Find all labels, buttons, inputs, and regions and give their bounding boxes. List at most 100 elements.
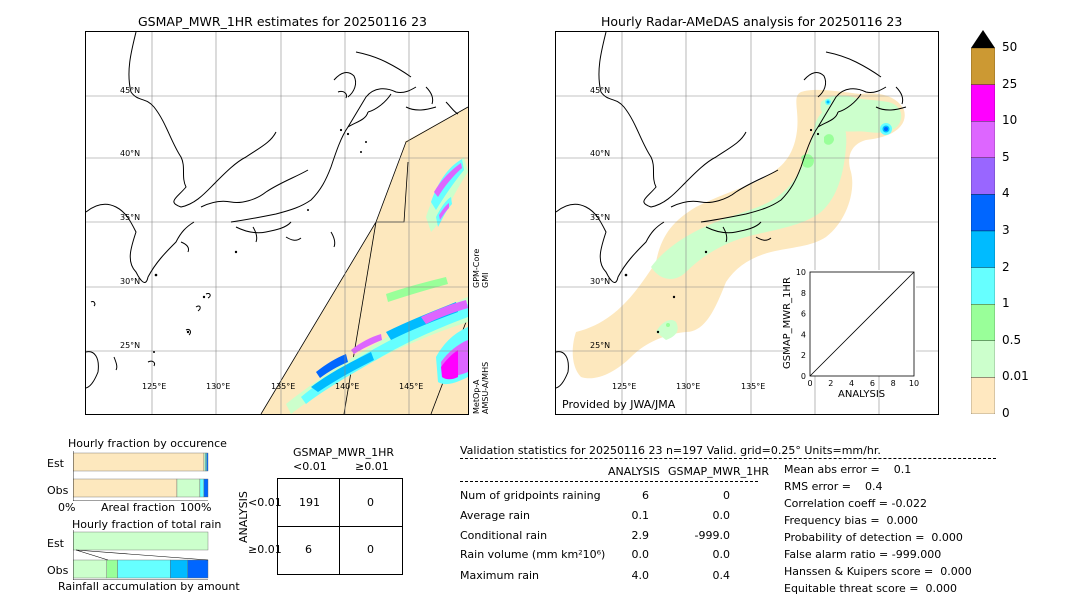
total-rain-chart	[73, 530, 209, 580]
total-rain-connector	[75, 549, 109, 561]
right-lon-label: 135°E	[741, 382, 766, 391]
left-lat-label: 25°N	[120, 341, 141, 350]
contingency-col-header: <0.01	[293, 460, 327, 473]
total-rain-bar	[73, 559, 107, 579]
colorbar-segment	[970, 230, 996, 268]
occurrence-axis-left: 0%	[58, 501, 76, 514]
left-map-title: GSMAP_MWR_1HR estimates for 20250116 23	[138, 14, 427, 29]
validation-col-gsmap: GSMAP_MWR_1HR	[668, 465, 770, 478]
inset-xlabel: ANALYSIS	[838, 389, 886, 400]
colorbar-segment	[970, 47, 996, 85]
total-rain-title: Hourly fraction of total rain	[72, 518, 222, 531]
inset-y-tick: 8	[801, 289, 806, 298]
inset-x-tick: 10	[909, 379, 919, 388]
inset-x-tick: 6	[870, 379, 875, 388]
right-lat-label: 35°N	[590, 213, 611, 222]
validation-row-analysis: 4.0	[631, 569, 650, 582]
right-lat-label: 40°N	[590, 149, 611, 158]
left-map: 45°N 40°N 35°N 30°N 25°N 125°E 130°E 135…	[85, 31, 469, 415]
colorbar-label: 3	[1002, 223, 1010, 237]
inset-diagonal-line	[809, 271, 915, 377]
colorbar-label: 1	[1002, 296, 1010, 311]
contingency-row-header: <0.01	[248, 496, 282, 509]
inset-x-tick: 0	[807, 379, 812, 388]
score-line: Correlation coeff = -0.022	[784, 497, 927, 510]
score-line: False alarm ratio = -999.000	[784, 548, 942, 561]
occurrence-chart	[73, 451, 209, 501]
right-lon-label: 125°E	[612, 382, 637, 391]
inset-y-tick: 2	[801, 351, 806, 360]
validation-row-gsmap: -999.0	[694, 529, 730, 542]
total-rain-bar	[169, 559, 188, 579]
validation-row-gsmap: 0.4	[712, 569, 731, 582]
total-rain-bar	[117, 559, 171, 579]
left-lon-label: 145°E	[399, 382, 424, 391]
contingency-cell: 6	[305, 543, 312, 556]
score-line: RMS error = 0.4	[784, 480, 883, 493]
score-line: Hanssen & Kuipers score = 0.000	[784, 565, 972, 578]
contingency-title: GSMAP_MWR_1HR	[293, 446, 395, 459]
inset-y-tick: 6	[801, 310, 806, 319]
occurrence-bar	[73, 478, 178, 498]
colorbar-segment	[970, 194, 996, 232]
occurrence-row-obs: Obs	[47, 484, 69, 497]
right-lat-label: 30°N	[590, 277, 611, 286]
validation-row-gsmap: 0.0	[712, 509, 731, 522]
inset-x-tick: 8	[891, 379, 896, 388]
colorbar-label: 0.5	[1002, 332, 1022, 347]
left-lat-label: 40°N	[120, 149, 141, 158]
colorbar-segment	[970, 157, 996, 195]
left-lon-label: 130°E	[206, 382, 231, 391]
right-lat-label: 25°N	[590, 341, 611, 350]
total-rain-bar	[106, 559, 118, 579]
inset-scatter: 00 2 2 4 4 6 6 8 8 10 10	[796, 268, 919, 388]
right-map-canvas	[556, 32, 938, 414]
inset-x-tick: 2	[828, 379, 833, 388]
colorbar-label: 5	[1002, 149, 1010, 164]
colorbar	[970, 30, 996, 415]
inset-y-tick: 4	[801, 330, 806, 339]
occurrence-row-est: Est	[47, 457, 64, 470]
validation-row-analysis: 0.1	[631, 509, 650, 522]
total-rain-connector	[75, 549, 209, 561]
validation-header-rule	[460, 458, 996, 459]
colorbar-canvas	[970, 30, 996, 415]
score-line: Probability of detection = 0.000	[784, 531, 963, 544]
colorbar-label: 50	[1002, 40, 1018, 54]
colorbar-label: 2	[1002, 259, 1010, 274]
contingency-row-header: ≥0.01	[248, 543, 282, 556]
total-rain-footer: Rainfall accumulation by amount	[58, 580, 240, 593]
total-rain-row-est: Est	[47, 537, 64, 550]
right-map: 45°N 40°N 35°N 30°N 25°N 125°E 130°E 135…	[555, 31, 939, 415]
colorbar-label: 0.01	[1002, 369, 1029, 384]
validation-header: Validation statistics for 20250116 23 n=…	[460, 444, 881, 457]
right-lon-label: 130°E	[676, 382, 701, 391]
sensor-label-metop: MetOp-A AMSU-A/MHS	[472, 361, 490, 414]
validation-row-label: Average rain	[460, 509, 530, 522]
inset-x-tick: 4	[849, 379, 854, 388]
score-line: Frequency bias = 0.000	[784, 514, 919, 527]
occurrence-axis-mid: Areal fraction	[101, 501, 176, 514]
colorbar-label: 4	[1002, 186, 1010, 201]
validation-row-analysis: 2.9	[631, 529, 650, 542]
occurrence-bar	[176, 478, 201, 498]
left-lat-label: 30°N	[120, 277, 141, 286]
occurrence-axis-right: 100%	[180, 501, 212, 514]
colorbar-label: 0	[1002, 406, 1010, 420]
score-line: Equitable threat score = 0.000	[784, 582, 957, 595]
colorbar-segment	[970, 377, 996, 415]
inset-ylabel: GSMAP_MWR_1HR	[782, 277, 793, 369]
left-lat-label: 35°N	[120, 213, 141, 222]
colorbar-segment	[970, 267, 996, 305]
left-lat-label: 45°N	[120, 86, 141, 95]
contingency-cell: 191	[299, 496, 320, 509]
left-map-canvas	[86, 32, 468, 414]
validation-row-label: Conditional rain	[460, 529, 548, 542]
occurrence-bar	[206, 452, 209, 472]
left-lon-label: 140°E	[335, 382, 360, 391]
validation-row-label: Rain volume (mm km²10⁶)	[460, 548, 606, 561]
validation-row-analysis: 0.0	[631, 548, 650, 561]
right-map-title: Hourly Radar-AMeDAS analysis for 2025011…	[601, 14, 903, 29]
validation-row-gsmap: 0	[723, 489, 730, 502]
total-rain-bar	[73, 531, 209, 551]
